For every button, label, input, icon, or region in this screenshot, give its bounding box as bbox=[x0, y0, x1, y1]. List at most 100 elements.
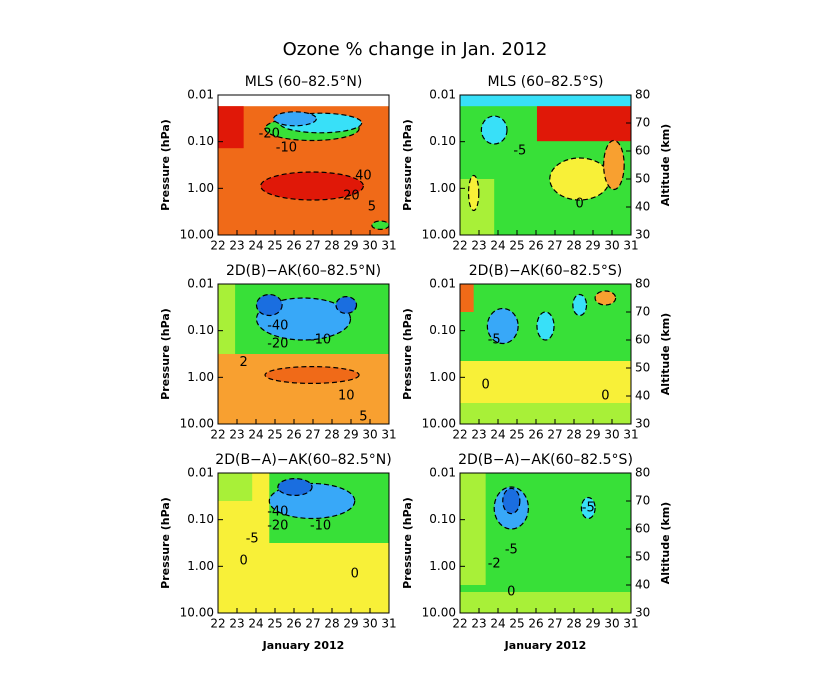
x-tick-label: 31 bbox=[623, 239, 638, 253]
plot-frame bbox=[217, 283, 390, 425]
contour-label: -10 bbox=[310, 519, 331, 534]
x-tick-label: 22 bbox=[452, 239, 467, 253]
contour-fill bbox=[460, 361, 631, 403]
x-tick-label: 23 bbox=[229, 617, 244, 631]
x-tick-label: 26 bbox=[286, 617, 301, 631]
y-tick-label: 1.00 bbox=[429, 559, 456, 573]
y-tick-label: 0.10 bbox=[429, 323, 456, 337]
y-tick-label: 0.10 bbox=[187, 323, 214, 337]
y2-tick-label: 50 bbox=[635, 361, 650, 375]
y-axis-label: Pressure (hPa) bbox=[159, 308, 172, 400]
contour-fill bbox=[536, 106, 631, 142]
y-tick-label: 10.00 bbox=[180, 606, 214, 620]
contour-field bbox=[460, 284, 631, 424]
contour-label: -20 bbox=[267, 519, 288, 534]
x-tick-label: 29 bbox=[343, 239, 358, 253]
x-tick-label: 30 bbox=[362, 239, 377, 253]
x-tick-label: 23 bbox=[471, 617, 486, 631]
x-tick-label: 28 bbox=[324, 239, 339, 253]
y-tick-label: 1.00 bbox=[429, 370, 456, 384]
contour-label: 0 bbox=[240, 554, 248, 569]
contour-fill bbox=[603, 139, 625, 191]
contour-label: 0 bbox=[576, 197, 584, 212]
contour-fill bbox=[260, 171, 364, 201]
y2-tick-label: 50 bbox=[635, 172, 650, 186]
y-tick-label: 10.00 bbox=[180, 228, 214, 242]
x-tick-label: 31 bbox=[381, 617, 396, 631]
x-tick-label: 28 bbox=[324, 428, 339, 442]
x-tick-label: 22 bbox=[210, 239, 225, 253]
y-axis-label: Pressure (hPa) bbox=[401, 308, 414, 400]
y2-tick-label: 40 bbox=[635, 578, 650, 592]
contour-label: 5 bbox=[368, 200, 376, 215]
y-tick-label: 0.10 bbox=[187, 134, 214, 148]
contour-label: -40 bbox=[267, 319, 288, 334]
contour-label: 2 bbox=[240, 355, 248, 370]
contour-fill bbox=[218, 284, 236, 354]
y-tick-label: 0.01 bbox=[429, 88, 456, 102]
y2-tick-label: 40 bbox=[635, 200, 650, 214]
contour-field bbox=[218, 95, 389, 235]
x-tick-label: 25 bbox=[267, 617, 282, 631]
contour-field bbox=[460, 95, 631, 235]
contour-field bbox=[460, 473, 631, 613]
x-tick-label: 24 bbox=[490, 428, 505, 442]
y-tick-label: 1.00 bbox=[187, 370, 214, 384]
x-tick-label: 31 bbox=[623, 617, 638, 631]
x-tick-label: 28 bbox=[566, 428, 581, 442]
y2-tick-label: 70 bbox=[635, 494, 650, 508]
y2-tick-label: 70 bbox=[635, 305, 650, 319]
y2-tick-label: 30 bbox=[635, 606, 650, 620]
plot-frame bbox=[217, 472, 390, 614]
panel-title: 2D(B)−AK(60–82.5°N) bbox=[226, 263, 381, 279]
x-tick-label: 25 bbox=[267, 239, 282, 253]
y-tick-label: 1.00 bbox=[187, 559, 214, 573]
x-tick-label: 27 bbox=[305, 617, 320, 631]
x-tick-label: 30 bbox=[362, 428, 377, 442]
x-tick-label: 22 bbox=[452, 617, 467, 631]
y-tick-label: 0.01 bbox=[187, 277, 214, 291]
x-axis-label: January 2012 bbox=[262, 639, 345, 652]
contour-fill bbox=[264, 366, 360, 385]
panel-title: MLS (60–82.5°S) bbox=[487, 74, 603, 90]
contour-label: -5 bbox=[488, 333, 501, 348]
y2-axis-label: Altitude (km) bbox=[659, 502, 672, 584]
x-tick-label: 28 bbox=[324, 617, 339, 631]
x-tick-label: 30 bbox=[604, 239, 619, 253]
contour-fill bbox=[460, 592, 631, 613]
x-tick-label: 25 bbox=[509, 428, 524, 442]
panel: MLS (60–82.5°S)22 23 24 25 26 27 28 29 30 310.010… bbox=[401, 74, 672, 253]
y-tick-label: 10.00 bbox=[422, 417, 456, 431]
contour-field bbox=[218, 284, 389, 424]
plot-frame bbox=[459, 94, 632, 236]
contour-label: -5 bbox=[582, 501, 595, 516]
plot-frame bbox=[217, 94, 390, 236]
x-tick-label: 26 bbox=[528, 617, 543, 631]
y-tick-label: 0.01 bbox=[429, 466, 456, 480]
x-tick-label: 27 bbox=[547, 428, 562, 442]
x-tick-label: 28 bbox=[566, 239, 581, 253]
y2-tick-label: 60 bbox=[635, 333, 650, 347]
y-tick-label: 0.10 bbox=[187, 512, 214, 526]
y2-tick-label: 30 bbox=[635, 417, 650, 431]
x-tick-label: 30 bbox=[604, 617, 619, 631]
x-tick-label: 24 bbox=[248, 428, 263, 442]
y2-tick-label: 60 bbox=[635, 144, 650, 158]
panel-title: MLS (60–82.5°N) bbox=[245, 74, 363, 90]
contour-fill bbox=[460, 284, 474, 312]
x-tick-label: 31 bbox=[381, 239, 396, 253]
x-tick-label: 26 bbox=[528, 239, 543, 253]
x-tick-label: 27 bbox=[547, 239, 562, 253]
y-tick-label: 10.00 bbox=[422, 228, 456, 242]
contour-field bbox=[218, 473, 389, 613]
y-tick-label: 0.10 bbox=[429, 512, 456, 526]
contour-label: -5 bbox=[513, 144, 526, 159]
x-tick-label: 25 bbox=[267, 428, 282, 442]
contour-fill bbox=[460, 95, 631, 107]
contour-label: -20 bbox=[259, 127, 280, 142]
y2-tick-label: 50 bbox=[635, 550, 650, 564]
y2-tick-label: 60 bbox=[635, 522, 650, 536]
contour-label: -20 bbox=[267, 337, 288, 352]
contour-label: 0 bbox=[482, 377, 490, 392]
